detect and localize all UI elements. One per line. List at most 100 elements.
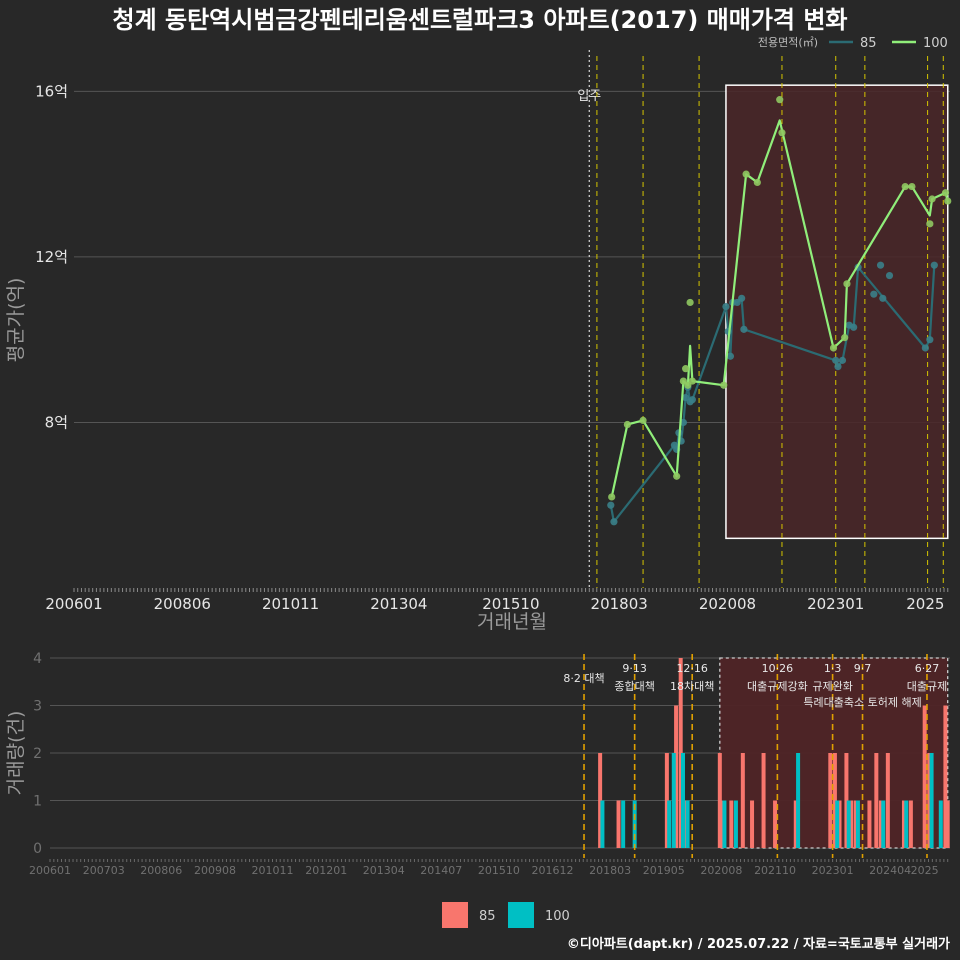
data-point-85	[832, 356, 840, 364]
legend-swatch-85	[442, 902, 468, 928]
data-point-85	[876, 261, 885, 269]
bar-85	[908, 800, 913, 848]
data-point-85	[722, 302, 730, 311]
x-tick-label-bottom: 201905	[643, 864, 685, 877]
data-point-85	[930, 261, 938, 269]
bar-85	[922, 705, 927, 848]
data-point-85	[885, 271, 894, 280]
data-point-100	[778, 129, 786, 137]
y-tick-label-bottom: 3	[33, 699, 42, 715]
x-tick-label-top: 202008	[699, 595, 756, 613]
bar-85	[616, 800, 621, 848]
data-point-85	[738, 294, 746, 302]
x-tick-label-top: 200806	[154, 595, 211, 613]
bar-85	[678, 658, 683, 848]
bar-100	[929, 753, 934, 848]
x-tick-label-top: 2025	[906, 595, 944, 613]
data-point-100	[843, 280, 851, 288]
y-tick-label-top: 12억	[35, 248, 68, 266]
y-axis-title-bottom: 거래량(건)	[5, 711, 27, 796]
bar-100	[733, 800, 738, 848]
legend-label-85: 85	[860, 36, 877, 51]
bar-100	[846, 800, 851, 848]
bar-100	[600, 800, 605, 848]
data-point-100	[720, 381, 728, 389]
y-tick-label-top: 8억	[45, 413, 68, 431]
bar-85	[874, 753, 879, 848]
bar-85	[837, 800, 842, 848]
bar-85	[878, 800, 883, 848]
bar-100	[881, 800, 886, 848]
data-point-100	[829, 344, 838, 352]
legend-label-100: 100	[923, 36, 948, 51]
bar-100	[938, 800, 943, 848]
x-tick-label-bottom: 201407	[420, 864, 462, 877]
data-point-100	[928, 195, 936, 203]
data-point-85	[838, 356, 847, 364]
policy-label-2: 대출규제강화	[747, 680, 808, 693]
policy-label-2: 18차대책	[670, 680, 714, 693]
bar-85	[773, 800, 778, 848]
data-point-85	[726, 352, 735, 360]
x-tick-label-top: 201304	[370, 595, 427, 613]
policy-label: 6·27	[915, 662, 940, 675]
bar-85	[683, 800, 688, 848]
policy-label: 9·7	[854, 662, 872, 675]
bar-85	[598, 753, 603, 848]
data-point-100	[688, 377, 696, 385]
policy-label-2: 규제완화	[812, 680, 852, 693]
policy-label-2: 특례대출축소 토허제 해제	[803, 695, 921, 709]
legend-swatch-100	[508, 902, 534, 928]
y-tick-label-bottom: 4	[33, 651, 42, 667]
x-tick-label-bottom: 2025	[911, 864, 939, 877]
data-point-85	[607, 501, 615, 509]
bar-85	[853, 800, 858, 848]
data-point-100	[639, 416, 647, 424]
policy-label: 8·2 대책	[563, 672, 604, 685]
bar-100	[835, 800, 840, 848]
bar-100	[671, 753, 676, 848]
data-point-85	[921, 344, 929, 352]
bar-85	[927, 753, 932, 848]
bar-85	[761, 753, 766, 848]
y-axis-title-top: 평균가(억)	[5, 278, 27, 363]
data-point-85	[610, 518, 618, 526]
data-point-100	[753, 178, 761, 187]
bar-100	[685, 800, 690, 848]
x-tick-label-bottom: 202008	[700, 864, 742, 877]
move-in-label: 입주	[577, 89, 601, 104]
data-point-85	[926, 336, 934, 344]
bar-100	[680, 753, 685, 848]
bar-85	[828, 753, 833, 848]
bar-100	[722, 800, 727, 848]
data-point-100	[908, 182, 916, 191]
data-point-100	[841, 334, 849, 342]
bar-85	[943, 705, 948, 848]
chart-title: 청계 동탄역시범금강펜테리움센트럴파크3 아파트(2017) 매매가격 변화	[112, 6, 847, 34]
data-point-100	[901, 182, 909, 191]
y-tick-label-top: 16억	[35, 82, 68, 100]
highlight-box-top	[725, 84, 949, 540]
x-tick-label-bottom: 202404	[869, 864, 911, 877]
bar-85	[901, 800, 906, 848]
policy-label: 1·3	[824, 662, 842, 675]
x-tick-label-bottom: 201011	[252, 864, 294, 877]
x-tick-label-bottom: 200601	[29, 864, 71, 877]
x-tick-label-top: 200601	[45, 595, 102, 613]
data-point-100	[742, 170, 750, 178]
x-tick-label-bottom: 200908	[194, 864, 236, 877]
data-point-85	[870, 290, 878, 298]
data-point-100	[623, 420, 631, 429]
x-tick-label-bottom: 201201	[305, 864, 347, 877]
policy-label-2: 대출규제	[907, 680, 947, 693]
y-tick-label-bottom: 0	[33, 841, 42, 857]
bar-85	[885, 753, 890, 848]
x-tick-label-top: 202301	[807, 595, 864, 613]
source-caption: ©디아파트(dapt.kr) / 2025.07.22 / 자료=국토교통부 실…	[567, 936, 950, 952]
bar-100	[904, 800, 909, 848]
bar-85	[674, 705, 679, 848]
data-point-100	[944, 197, 952, 205]
policy-label-2: 종합대책	[614, 680, 654, 693]
policy-label: 10·26	[762, 662, 794, 675]
bar-85	[717, 753, 722, 848]
